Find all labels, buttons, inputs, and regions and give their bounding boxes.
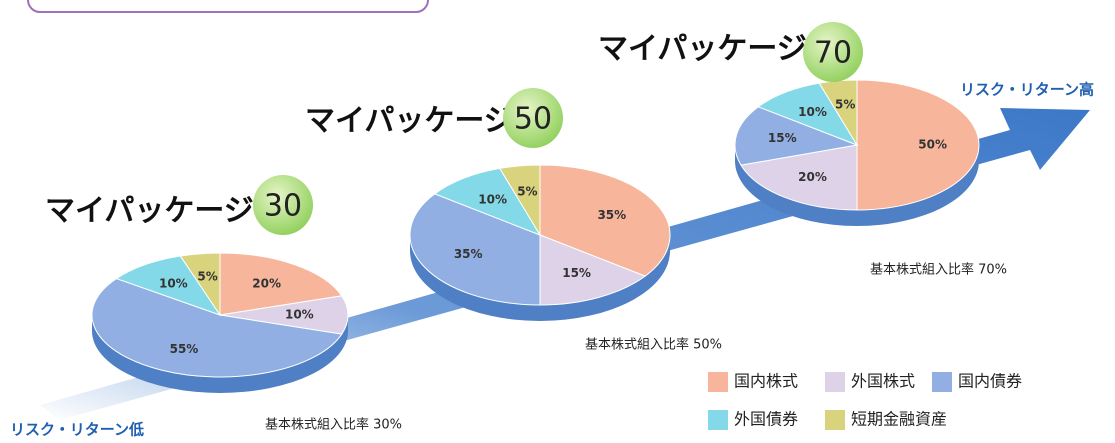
value-label: 35% [454, 247, 483, 261]
value-label: 10% [798, 105, 827, 119]
legend-swatch [825, 410, 845, 430]
badge-label: 50 [514, 102, 552, 137]
value-label: 50% [918, 138, 947, 152]
infographic: リスク・リターン低 リスク・リターン高 20% 10% 55% 10% 5% マイパッケー… [0, 0, 1115, 443]
pie-title: マイパッケージ [305, 104, 514, 139]
value-label: 5% [835, 98, 855, 112]
value-label: 15% [768, 131, 797, 145]
value-label: 35% [597, 208, 626, 222]
legend-swatch [825, 372, 845, 392]
value-label: 10% [285, 308, 314, 322]
badge-label: 30 [264, 189, 302, 224]
legend-label: 外国株式 [851, 372, 915, 391]
value-label: 10% [159, 276, 188, 290]
legend-label: 短期金融資産 [851, 410, 947, 429]
legend-label: 外国債券 [734, 410, 798, 429]
legend-label: 国内債券 [958, 372, 1022, 391]
value-label: 10% [478, 192, 507, 206]
caption: 基本株式組入比率 30% [265, 417, 402, 433]
risk-high: リスク・リターン高 [960, 81, 1094, 99]
risk-low: リスク・リターン低 [10, 421, 144, 439]
legend-swatch [932, 372, 952, 392]
pie-title: マイパッケージ [598, 32, 807, 67]
value-label: 5% [197, 270, 217, 284]
pie-title: マイパッケージ [45, 194, 254, 229]
badge-label: 70 [814, 36, 852, 71]
value-label: 55% [170, 342, 199, 356]
header-frame [28, 0, 428, 12]
caption: 基本株式組入比率 70% [870, 262, 1007, 278]
value-label: 20% [252, 276, 281, 290]
legend-swatch [708, 410, 728, 430]
legend-label: 国内株式 [734, 372, 798, 391]
value-label: 15% [562, 266, 591, 280]
value-label: 20% [798, 170, 827, 184]
value-label: 5% [517, 185, 537, 199]
legend-swatch [708, 372, 728, 392]
caption: 基本株式組入比率 50% [585, 337, 722, 353]
